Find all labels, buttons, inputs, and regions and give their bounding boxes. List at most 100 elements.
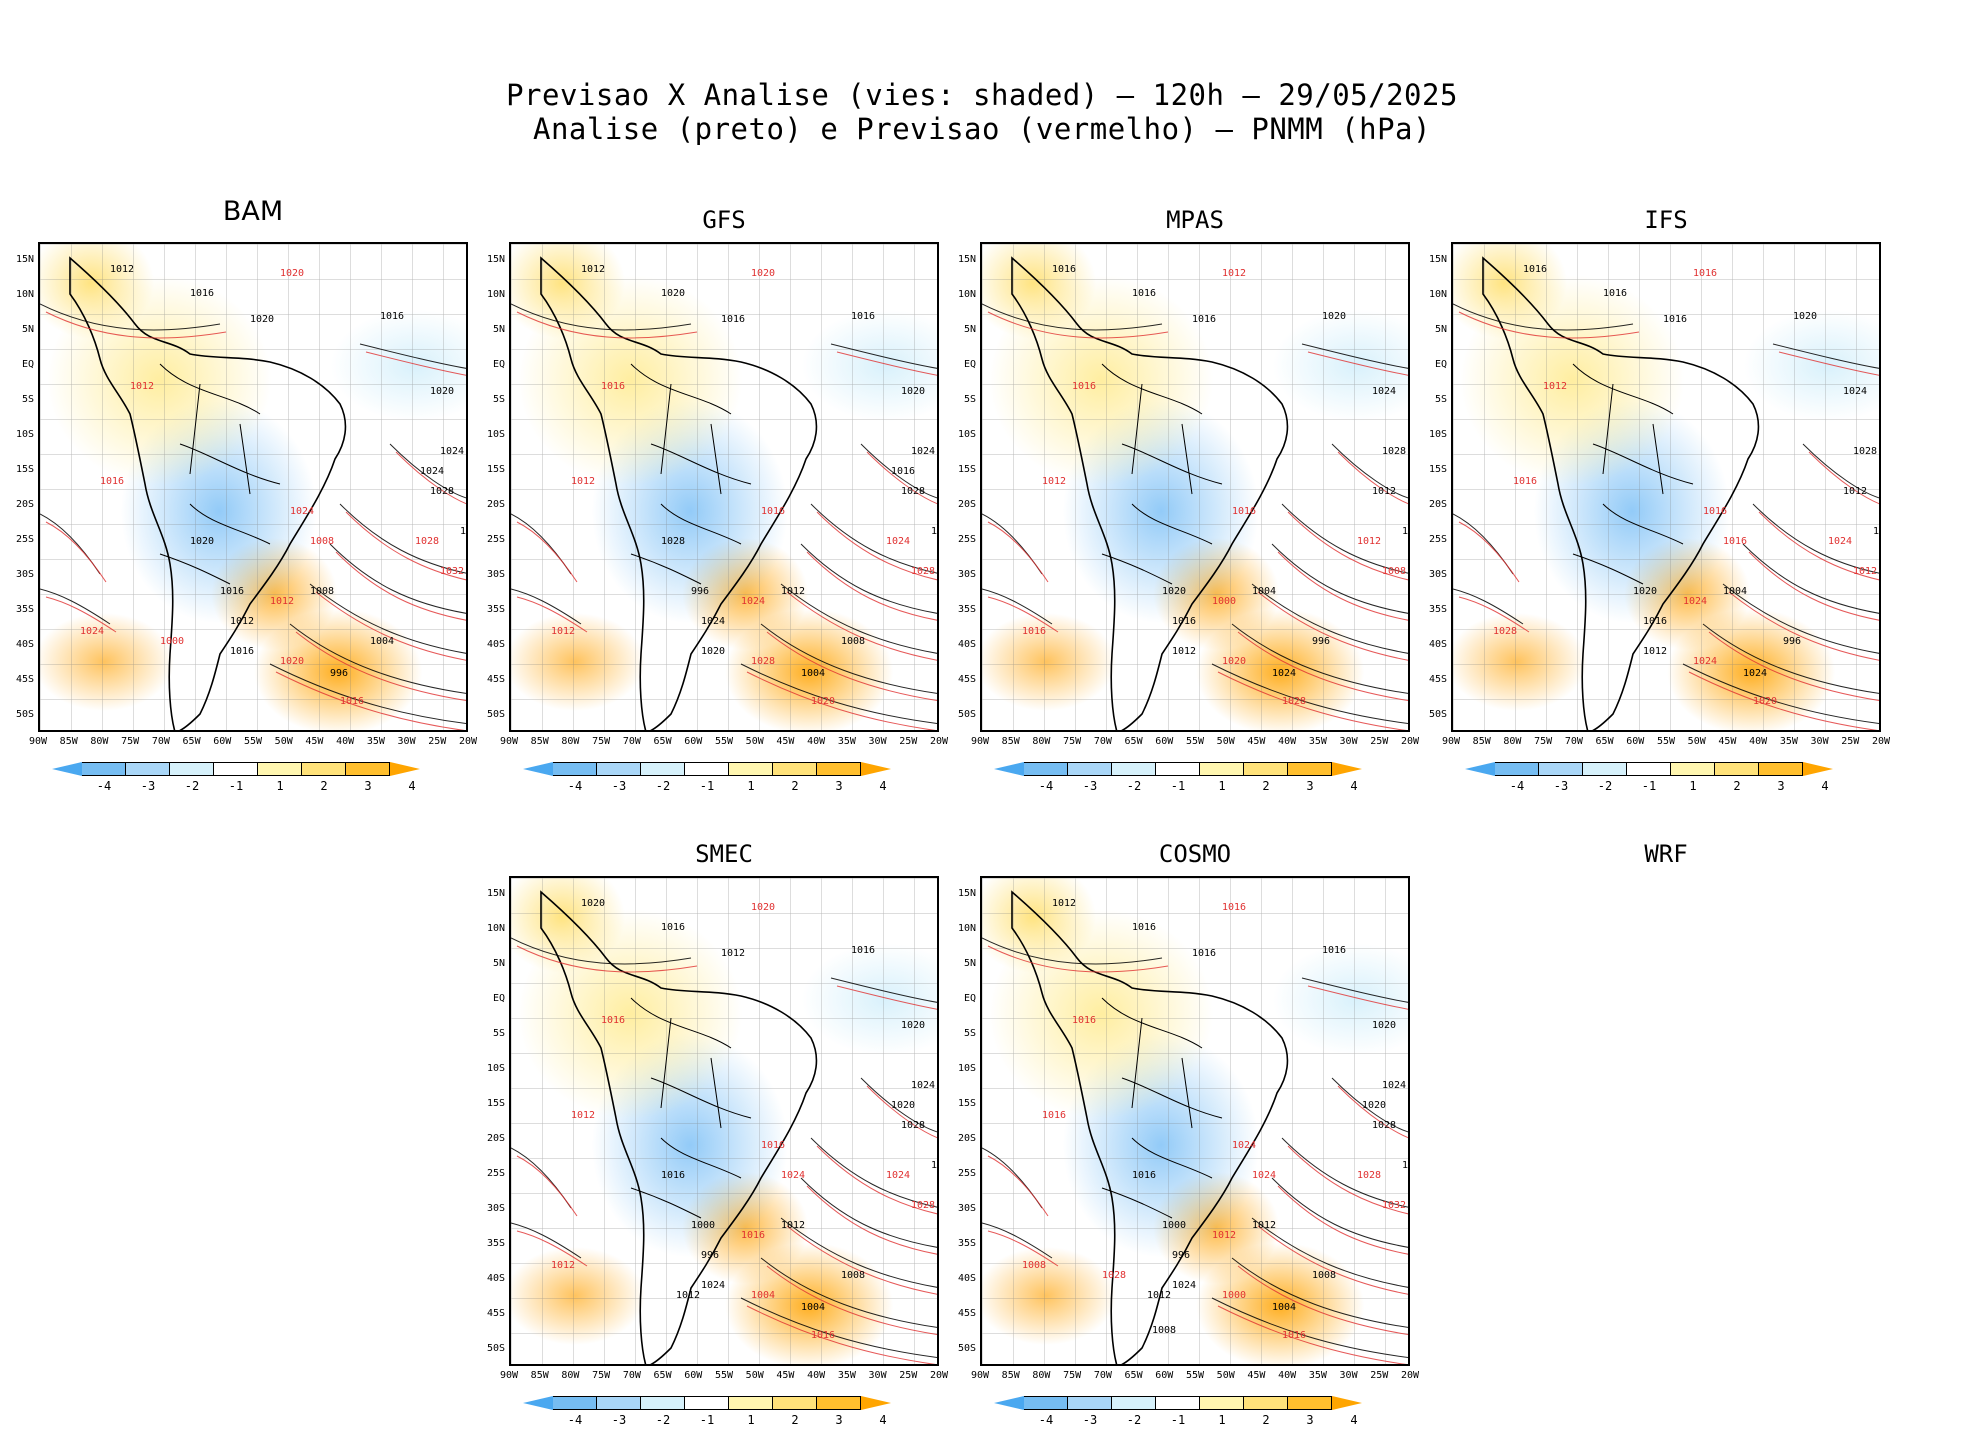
analysis-isobar-label: 1024 bbox=[1843, 386, 1867, 397]
colorbar-segment bbox=[1024, 762, 1068, 776]
lat-tick: 5S bbox=[963, 1028, 976, 1039]
lat-tick: 50S bbox=[957, 1343, 976, 1354]
analysis-isobar bbox=[780, 583, 937, 654]
lon-tick: 75W bbox=[592, 1370, 611, 1381]
colorbar-tick: 4 bbox=[879, 779, 887, 793]
lon-tick: 25W bbox=[1370, 736, 1389, 747]
colorbar-tick: -4 bbox=[1038, 1413, 1054, 1427]
analysis-isobar bbox=[760, 623, 937, 694]
lat-tick: 50S bbox=[486, 1343, 505, 1354]
lon-tick: 25W bbox=[899, 1370, 918, 1381]
forecast-isobar-label: 1016 bbox=[1072, 1015, 1096, 1026]
country-borders bbox=[1101, 997, 1223, 1219]
lat-tick: 35S bbox=[486, 604, 505, 615]
forecast-isobar-label: 1000 bbox=[1212, 596, 1236, 607]
lat-tick: 5N bbox=[492, 324, 505, 335]
analysis-isobar-label: 1004 bbox=[1723, 586, 1747, 597]
lon-tick: 50W bbox=[745, 1370, 764, 1381]
panel-title-wrf: WRF bbox=[1644, 840, 1688, 868]
analysis-isobar-label: 1016 bbox=[1132, 922, 1156, 933]
analysis-isobar-label: 1016 bbox=[661, 1170, 685, 1181]
colorbar-low-arrow bbox=[994, 762, 1024, 776]
forecast-isobar-label: 1016 bbox=[741, 1230, 765, 1241]
colorbar-segment bbox=[170, 762, 214, 776]
analysis-isobar-label: 1012 bbox=[230, 616, 254, 627]
colorbar-tick: -3 bbox=[1082, 1413, 1098, 1427]
forecast-isobar-label: 1024 bbox=[1252, 1170, 1276, 1181]
lat-tick: 10N bbox=[957, 923, 976, 934]
lon-tick: 60W bbox=[213, 736, 232, 747]
colorbar-segment bbox=[1024, 1396, 1068, 1410]
lon-tick: 30W bbox=[1339, 1370, 1358, 1381]
analysis-isobar-label: 1032 bbox=[931, 526, 939, 537]
lon-tick: 50W bbox=[745, 736, 764, 747]
forecast-isobar bbox=[1287, 511, 1408, 581]
lat-tick: 25S bbox=[957, 534, 976, 545]
forecast-isobar-label: 1024 bbox=[1232, 1140, 1256, 1151]
contours-mpas: 1016 1016 1016 1020 1024 1028 1012 1020 1004 996 1… bbox=[982, 256, 1408, 730]
title-line-2: Analise (preto) e Previsao (vermelho) – … bbox=[533, 112, 1431, 146]
colorbar-tick: -2 bbox=[1597, 779, 1613, 793]
forecast-isobar bbox=[1808, 451, 1879, 505]
forecast-isobar-label: 1012 bbox=[130, 381, 154, 392]
analysis-isobar bbox=[1772, 343, 1879, 369]
forecast-isobar-label: 1016 bbox=[1072, 381, 1096, 392]
analysis-isobar bbox=[511, 588, 582, 625]
forecast-isobar-label: 1016 bbox=[811, 1330, 835, 1341]
forecast-isobar-label: 1008 bbox=[1022, 1260, 1046, 1271]
forecast-isobar-label: 1012 bbox=[571, 476, 595, 487]
analysis-isobar-label: 1028 bbox=[901, 486, 925, 497]
analysis-isobar-label: 1020 bbox=[1793, 311, 1817, 322]
analysis-isobar-label: 996 bbox=[1783, 636, 1801, 647]
analysis-isobar-label: 1020 bbox=[891, 1100, 915, 1111]
analysis-isobar-label: 1028 bbox=[430, 486, 454, 497]
lat-tick: EQ bbox=[1434, 359, 1447, 370]
analysis-isobar-label: 996 bbox=[1172, 1250, 1190, 1261]
forecast-isobar bbox=[1257, 591, 1408, 661]
title-line-1: Previsao X Analise (vies: shaded) – 120h… bbox=[506, 78, 1458, 112]
lat-tick: 10S bbox=[486, 429, 505, 440]
lon-tick: 65W bbox=[653, 1370, 672, 1381]
analysis-isobar bbox=[830, 977, 937, 1003]
forecast-isobar bbox=[395, 451, 466, 505]
lat-tick: 45S bbox=[486, 1308, 505, 1319]
lon-tick: 45W bbox=[776, 736, 795, 747]
analysis-isobar-label: 1016 bbox=[1643, 616, 1667, 627]
forecast-isobar bbox=[1708, 631, 1879, 701]
analysis-isobar bbox=[982, 303, 1163, 331]
forecast-isobar-label: 1016 bbox=[761, 1140, 785, 1151]
forecast-isobar-label: 1016 bbox=[1222, 902, 1246, 913]
lon-tick: 70W bbox=[151, 736, 170, 747]
colorbar-tick: 4 bbox=[1821, 779, 1829, 793]
forecast-isobar bbox=[1337, 451, 1408, 505]
analysis-isobar-label: 1008 bbox=[1312, 1270, 1336, 1281]
forecast-isobar bbox=[1458, 596, 1530, 633]
lon-tick: 80W bbox=[1503, 736, 1522, 747]
forecast-isobar-label: 1020 bbox=[280, 656, 304, 667]
analysis-isobar bbox=[511, 513, 572, 575]
colorbar-segment bbox=[1200, 1396, 1244, 1410]
contours-cosmo: 1012 1016 1016 1016 1020 1024 1028 1020 1012 1008… bbox=[982, 890, 1408, 1364]
colorbar-segment bbox=[553, 1396, 597, 1410]
lat-tick: 5S bbox=[492, 1028, 505, 1039]
forecast-isobar bbox=[516, 521, 578, 583]
colorbar-segment bbox=[773, 762, 817, 776]
coastline bbox=[1482, 256, 1760, 730]
country-borders bbox=[1101, 363, 1223, 585]
lon-tick: 85W bbox=[1001, 736, 1020, 747]
lon-tick: 30W bbox=[1339, 736, 1358, 747]
colorbar-tick: 1 bbox=[1218, 1413, 1226, 1427]
analysis-isobar-label: 1008 bbox=[1873, 526, 1881, 537]
lon-tick: 45W bbox=[1247, 1370, 1266, 1381]
forecast-isobar-label: 1024 bbox=[290, 506, 314, 517]
forecast-isobar bbox=[1458, 311, 1640, 339]
map-ifs: 1016 1016 1016 1020 1024 1028 1012 1008 1004 996 1… bbox=[1451, 242, 1881, 732]
lon-tick: 20W bbox=[1400, 1370, 1420, 1381]
colorbar-tick: -2 bbox=[1126, 1413, 1142, 1427]
lon-tick: 85W bbox=[530, 1370, 549, 1381]
forecast-isobar-label: 1028 bbox=[911, 1200, 935, 1211]
analysis-isobar bbox=[800, 1177, 937, 1248]
lat-tick: 50S bbox=[957, 709, 976, 720]
analysis-isobar-label: 1016 bbox=[1192, 314, 1216, 325]
analysis-isobar-label: 1028 bbox=[901, 1120, 925, 1131]
